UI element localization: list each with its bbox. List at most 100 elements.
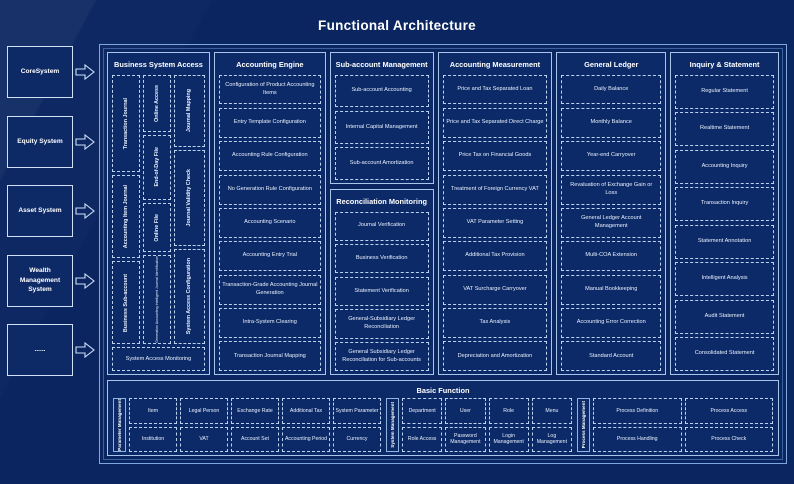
bsa-cell-accounting-item-journal[interactable]: Accounting Item Journal — [112, 175, 141, 259]
parameter-item[interactable]: System Parameter — [333, 398, 381, 424]
source-system-equity[interactable]: Equity System — [7, 115, 73, 168]
parameter-item[interactable]: Accounting Period — [282, 426, 330, 453]
general-ledger-item[interactable]: Accounting Error Correction — [561, 308, 662, 338]
engine-item[interactable]: Transaction Journal Mapping — [218, 341, 321, 372]
source-system-coresystem[interactable]: CoreSystem — [7, 46, 73, 98]
measurement-item[interactable]: VAT Surcharge Carryover — [442, 274, 548, 305]
system-item[interactable]: Role Access — [402, 426, 443, 453]
source-system-more[interactable]: ...... — [7, 324, 73, 376]
bsa-cell-online-access[interactable]: Online Access — [143, 74, 172, 132]
architecture-frame-inner: Business System Access Transaction Journ… — [103, 48, 783, 460]
engine-item[interactable]: Entry Template Configuration — [218, 107, 321, 138]
page-title: Functional Architecture — [318, 18, 476, 33]
bsa-cell-transaction-journal[interactable]: Transaction Journal — [112, 74, 141, 173]
source-system-asset[interactable]: Asset System — [7, 185, 73, 237]
group-parameter-management: Parameter Management Item Legal Person E… — [113, 398, 381, 453]
inquiry-item[interactable]: Consolidated Statement — [675, 337, 774, 372]
inquiry-item[interactable]: Transaction Inquiry — [675, 187, 774, 222]
parameter-item[interactable]: Account Set — [231, 426, 279, 453]
measurement-item[interactable]: Treatment of Foreign Currency VAT — [442, 174, 548, 205]
system-item[interactable]: Password Management — [445, 426, 486, 453]
system-item[interactable]: Menu — [531, 398, 572, 424]
measurement-item[interactable]: VAT Parameter Setting — [442, 208, 548, 238]
reconciliation-item[interactable]: Statement Verification — [334, 276, 429, 306]
process-item[interactable]: Process Check — [684, 426, 773, 453]
process-item[interactable]: Process Access — [684, 398, 773, 424]
engine-item[interactable]: Accounting Scenario — [218, 208, 321, 238]
measurement-item[interactable]: Depreciation and Amortization — [442, 341, 548, 372]
column-heading: General Ledger — [584, 60, 639, 69]
bsa-cell-journal-validity-check[interactable]: Journal Validity Check — [174, 149, 205, 246]
bsa-cell-system-access-monitoring[interactable]: System Access Monitoring — [112, 347, 205, 372]
bsa-cell-business-sub-account[interactable]: Business Sub-account — [112, 261, 141, 345]
parameter-item[interactable]: Exchange Rate — [231, 398, 279, 424]
sub-account-item[interactable]: Internal Capital Management — [334, 110, 429, 144]
column-accounting-engine: Accounting Engine Configuration of Produ… — [213, 52, 326, 376]
group-label-parameter-management: Parameter Management — [113, 398, 126, 452]
system-item[interactable]: Role — [488, 398, 529, 424]
bsa-cell-online-file[interactable]: Online File — [143, 202, 172, 253]
column-accounting-measurement: Accounting Measurement Price and Tax Sep… — [437, 52, 553, 376]
inquiry-item[interactable]: Accounting Inquiry — [675, 149, 774, 184]
measurement-item[interactable]: Price Tax on Financial Goods — [442, 141, 548, 172]
sub-account-items: Sub-account Accounting Internal Capital … — [334, 74, 429, 181]
bsa-cell-journal-mapping[interactable]: Journal Mapping — [174, 74, 205, 147]
sub-account-item[interactable]: Sub-account Amortization — [334, 147, 429, 181]
system-item[interactable]: Department — [402, 398, 443, 424]
parameter-management-row-1: Item Legal Person Exchange Rate Addition… — [129, 398, 381, 424]
process-management-rows: Process Definition Process Access Proces… — [593, 398, 773, 453]
engine-item[interactable]: No Generation Rule Configuration — [218, 174, 321, 205]
inquiry-item[interactable]: Regular Statement — [675, 74, 774, 109]
group-label-process-management: Process Management — [577, 398, 590, 452]
reconciliation-item[interactable]: Journal Verification — [334, 211, 429, 241]
bsa-cell-system-access-configuration[interactable]: System Access Configuration — [174, 248, 205, 345]
parameter-item[interactable]: Legal Person — [180, 398, 228, 424]
accounting-engine-items: Configuration of Product Accounting Item… — [218, 74, 321, 372]
parameter-item[interactable]: VAT — [180, 426, 228, 453]
measurement-item[interactable]: Additional Tax Provision — [442, 241, 548, 272]
engine-item[interactable]: Accounting Entry Trial — [218, 241, 321, 272]
general-ledger-item[interactable]: Year-end Carryover — [561, 141, 662, 172]
panel-basic-function: Basic Function Parameter Management Item… — [107, 380, 779, 456]
reconciliation-item[interactable]: General-Subsidiary Ledger Reconciliation — [334, 309, 429, 339]
general-ledger-item[interactable]: Manual Bookkeeping — [561, 274, 662, 305]
source-system-row: Asset System — [7, 185, 95, 237]
inquiry-item[interactable]: Statement Annotation — [675, 224, 774, 259]
general-ledger-item[interactable]: Standard Account — [561, 341, 662, 372]
system-item[interactable]: Login Management — [488, 426, 529, 453]
sub-account-item[interactable]: Sub-account Accounting — [334, 74, 429, 108]
measurement-item[interactable]: Tax Analysis — [442, 308, 548, 338]
general-ledger-item[interactable]: Multi-COA Extension — [561, 241, 662, 272]
reconciliation-item[interactable]: General Subsidiary Ledger Reconciliation… — [334, 342, 429, 372]
parameter-item[interactable]: Currency — [333, 426, 381, 453]
inquiry-item[interactable]: Realtime Statement — [675, 112, 774, 147]
bsa-cell-end-of-day-file[interactable]: End-of-Day File — [143, 134, 172, 200]
system-item[interactable]: Log Management — [531, 426, 572, 453]
general-ledger-item[interactable]: Monthly Balance — [561, 107, 662, 138]
parameter-item[interactable]: Additional Tax — [282, 398, 330, 424]
inquiry-item[interactable]: Intelligent Analysis — [675, 262, 774, 297]
bsa-cell-intelligent-journal-identification[interactable]: Generation Accounting Intelligent Journa… — [143, 255, 172, 345]
reconciliation-item[interactable]: Business Verification — [334, 244, 429, 274]
process-item[interactable]: Process Handling — [593, 426, 682, 453]
measurement-item[interactable]: Price and Tax Separated Loan — [442, 74, 548, 105]
panel-sub-account-management: Sub-account Management Sub-account Accou… — [329, 52, 434, 184]
measurement-item[interactable]: Price and Tax Separated Direct Charge — [442, 107, 548, 138]
process-item[interactable]: Process Definition — [593, 398, 682, 424]
accounting-measurement-items: Price and Tax Separated Loan Price and T… — [442, 74, 548, 372]
engine-item[interactable]: Transaction-Grade Accounting Journal Gen… — [218, 274, 321, 305]
general-ledger-item[interactable]: Revaluation of Exchange Gain or Loss — [561, 174, 662, 205]
system-item[interactable]: User — [445, 398, 486, 424]
general-ledger-item[interactable]: General Ledger Account Management — [561, 208, 662, 238]
parameter-item[interactable]: Item — [129, 398, 177, 424]
engine-item[interactable]: Intra-System Clearing — [218, 308, 321, 338]
engine-item[interactable]: Accounting Rule Configuration — [218, 141, 321, 172]
process-management-row-2: Process Handling Process Check — [593, 426, 773, 453]
parameter-item[interactable]: Institution — [129, 426, 177, 453]
engine-item[interactable]: Configuration of Product Accounting Item… — [218, 74, 321, 105]
general-ledger-item[interactable]: Daily Balance — [561, 74, 662, 105]
column-heading: Reconciliation Monitoring — [336, 197, 427, 206]
source-system-wealth-management[interactable]: Wealth Management System — [7, 254, 73, 307]
inquiry-item[interactable]: Audit Statement — [675, 299, 774, 334]
business-system-access-grid: Transaction Journal Accounting Item Jour… — [112, 74, 205, 345]
